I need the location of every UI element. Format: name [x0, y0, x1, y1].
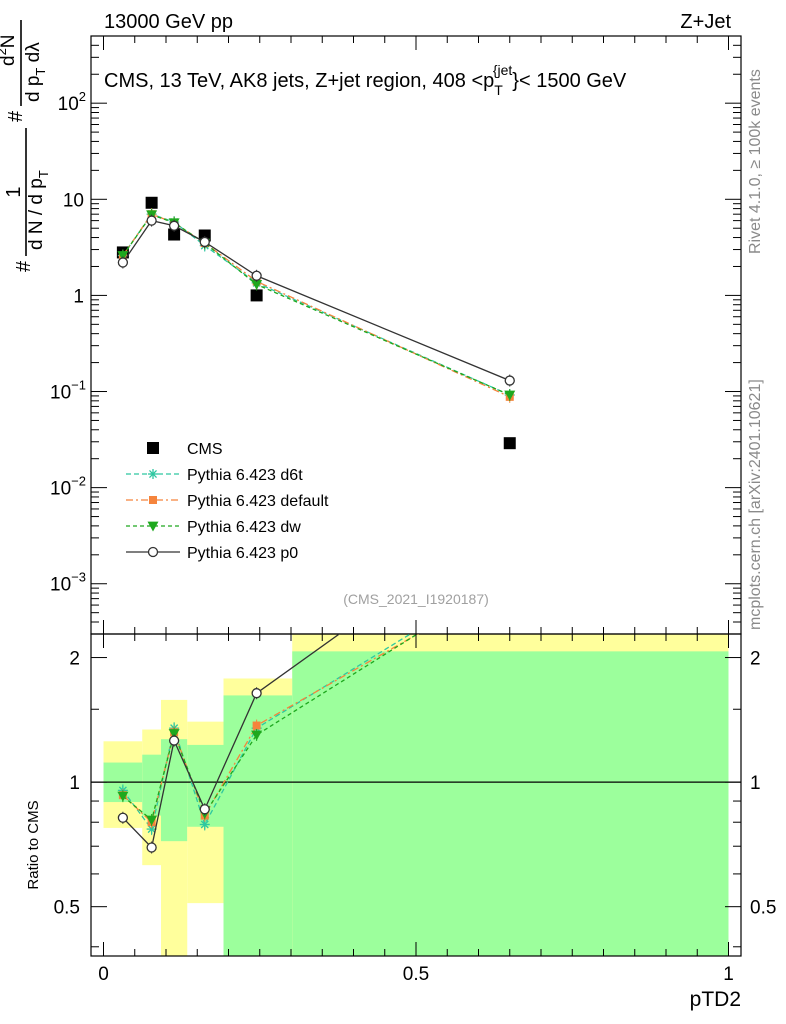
default-series-line: [122, 213, 511, 398]
p0-data-point: [199, 804, 210, 815]
dw-data-point: [146, 815, 158, 826]
ratio-y-tick-label-right: 0.5: [750, 898, 776, 919]
main-series: [116, 196, 516, 450]
p0-data-point: [504, 375, 515, 386]
p0-data-point: [146, 215, 157, 226]
ratio-band-inner: [142, 754, 161, 816]
ratio-band-inner: [292, 651, 729, 956]
p0-data-point: [251, 270, 262, 281]
cms-data-point: [250, 289, 263, 302]
ylabel-hash-1: #: [13, 260, 35, 272]
ratio-series: [117, 507, 515, 854]
legend-label-default: Pythia 6.423 default: [187, 493, 329, 510]
ratio-y-tick-label-right: 2: [750, 649, 761, 670]
cms-data-point: [147, 442, 159, 454]
d6t-star-stroke: [147, 825, 156, 834]
mcplots-label: mcplots.cern.ch [arXiv:2401.10621]: [747, 379, 764, 630]
x-tick-label: 0: [98, 964, 109, 985]
dw-data-point: [251, 730, 263, 741]
dw-data-point: [117, 251, 129, 262]
p0-series-line: [122, 634, 341, 849]
p0-data-point: [505, 507, 514, 516]
main-y-ticks: 10−3 10−2 10−1 1 10 102: [50, 36, 741, 635]
dw-data-point: [504, 390, 516, 401]
d6t-star-stroke: [506, 570, 513, 577]
cms-data-point: [145, 196, 158, 209]
ylabel-den-1: d N / d pT: [26, 170, 51, 250]
x-tick-label: 1: [723, 964, 734, 985]
header-right-title: Z+Jet: [680, 11, 731, 33]
ratio-y-tick-label-right: 1: [750, 773, 761, 794]
ylabel-den-2: d pT dλ: [23, 42, 48, 102]
d6t-data-point: [148, 469, 158, 479]
ratio-y-axis-label: Ratio to CMS: [25, 800, 42, 889]
main-y-tick-label: 10−3: [50, 570, 86, 596]
d6t-star-stroke: [200, 820, 209, 829]
plot-title: CMS, 13 TeV, AK8 jets, Z+jet region, 408…: [104, 62, 627, 98]
ratio-y-tick-label: 2: [69, 649, 80, 670]
p0-data-point: [147, 546, 159, 558]
ratio-y-tick-label: 0.5: [54, 898, 80, 919]
dw-data-point: [251, 280, 263, 290]
x-axis-label: pTD2: [690, 988, 741, 1011]
main-y-tick-label: 102: [58, 89, 86, 115]
p0-data-point: [168, 220, 180, 231]
main-y-tick-label: 1: [73, 286, 84, 307]
p0-data-point: [146, 842, 157, 853]
ylabel-hash-2: #: [5, 110, 27, 122]
p0-data-point: [251, 688, 262, 699]
dw-data-point: [504, 572, 515, 582]
p0-data-point: [199, 236, 210, 248]
legend-label-dw: Pythia 6.423 dw: [187, 519, 301, 536]
main-y-axis-label: # 1 d N / d pT # d2N d pT dλ: [0, 20, 51, 272]
legend-label-d6t: Pythia 6.423 d6t: [187, 467, 303, 484]
legend-label-cms: CMS: [187, 441, 223, 458]
main-y-tick-label: 10: [63, 190, 84, 211]
d6t-star-stroke: [149, 470, 157, 478]
dw-data-point: [168, 729, 180, 740]
ratio-y-tick-label: 1: [69, 773, 80, 794]
header-left-title: 13000 GeV pp: [104, 11, 233, 33]
cms-data-point: [168, 228, 181, 241]
main-y-tick-label: 10−1: [50, 378, 86, 404]
dw-data-point: [147, 521, 159, 532]
legend: CMS Pythia 6.423 d6t Pythia 6.423 default P…: [126, 441, 329, 562]
dw-series-line: [122, 214, 511, 396]
d6t-series-line: [122, 213, 511, 396]
ylabel-num-1: 1: [3, 186, 25, 197]
dw-data-point: [117, 791, 129, 802]
x-tick-label: 0.5: [403, 964, 429, 985]
ratio-band-inner: [223, 695, 293, 956]
main-y-tick-label: 10−2: [50, 474, 86, 500]
cms-data-point: [503, 437, 516, 450]
default-data-point: [506, 578, 514, 586]
rivet-version-label: Rivet 4.1.0, ≥ 100k events: [747, 69, 764, 254]
default-data-point: [149, 496, 157, 504]
d6t-star-stroke: [506, 570, 513, 577]
analysis-id: (CMS_2021_I1920187): [343, 591, 489, 607]
default-data-point: [252, 721, 261, 730]
p0-data-point: [168, 735, 180, 746]
p0-data-point: [117, 257, 129, 268]
p0-series-line: [122, 219, 510, 382]
p0-data-point: [117, 812, 129, 823]
ylabel-num-2: d2N: [0, 34, 19, 66]
ratio-band-inner: [161, 739, 188, 842]
legend-label-p0: Pythia 6.423 p0: [187, 545, 298, 562]
d6t-data-point: [505, 568, 515, 578]
